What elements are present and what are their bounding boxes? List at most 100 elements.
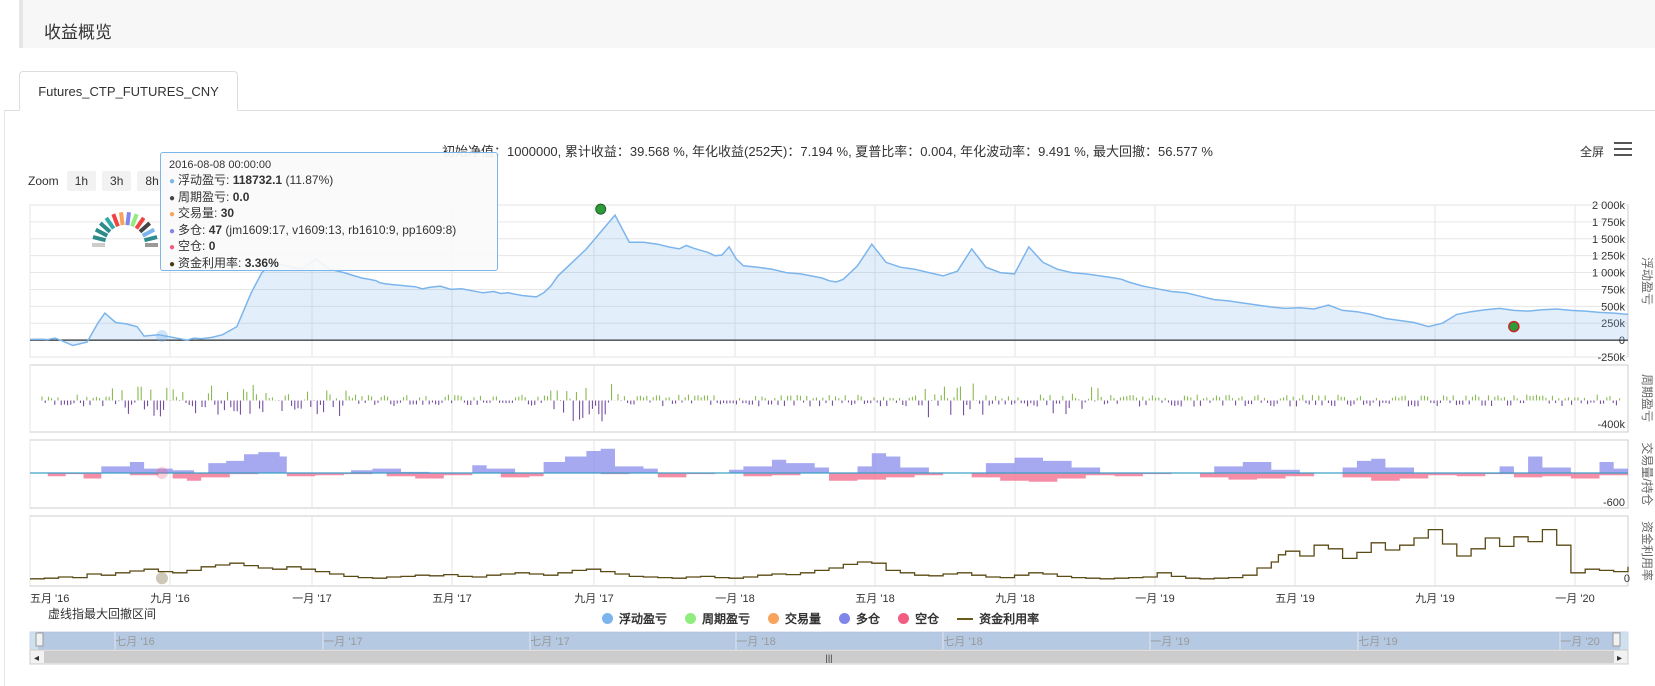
short-position-area — [30, 473, 1628, 482]
x-tick-label: 五月 '19 — [1275, 593, 1314, 605]
legend-dot-icon — [768, 613, 780, 624]
y-tick-label: 0 — [1624, 573, 1630, 585]
navigator-tick-label: 七月 '17 — [530, 635, 569, 648]
navigator-tick-label: 七月 '19 — [1358, 635, 1397, 648]
legend-dot-icon — [839, 613, 851, 624]
x-tick-label: 五月 '17 — [432, 593, 471, 605]
navigator-tick-label: 一月 '18 — [736, 636, 775, 648]
axis-title: 资金利用率 — [1640, 521, 1655, 581]
tooltip-row: ● 空仓: 0 — [169, 239, 489, 256]
tooltip-label: 周期盈亏: — [178, 189, 233, 204]
gauge-icon — [143, 235, 158, 243]
zoom-3h-button[interactable]: 3h — [102, 171, 132, 191]
tooltip-extra: (jm1609:17, v1609:13, rb1610:9, pp1609:8… — [222, 222, 457, 237]
legend-dot-icon — [602, 613, 613, 624]
scroll-right-icon: ▸ — [1617, 653, 1622, 664]
gauge-icon — [125, 211, 131, 226]
legend-label: 周期盈亏 — [702, 612, 751, 626]
legend-item[interactable]: 交易量 — [768, 610, 821, 627]
tooltip-row: ● 多仓: 47 (jm1609:17, v1609:13, rb1610:9, … — [169, 223, 489, 240]
tooltip-bullet-icon: ● — [169, 258, 176, 270]
zoom-control: Zoom 1h 3h 8h — [28, 171, 173, 191]
long-position-area — [30, 448, 1628, 473]
y-tick-label: 2 000k — [1592, 200, 1626, 212]
legend-line-icon — [957, 617, 974, 620]
legend-label: 浮动盈亏 — [619, 612, 668, 626]
x-tick-label: 九月 '16 — [150, 592, 189, 605]
tooltip-value: 3.36% — [244, 255, 279, 270]
y-tick-label: -600 — [1603, 497, 1625, 509]
y-tick-label: 1 000k — [1592, 268, 1626, 280]
y-tick-label: 250k — [1601, 318, 1625, 330]
tooltip-bullet-icon: ● — [169, 242, 176, 254]
legend-item[interactable]: 资金利用率 — [957, 610, 1039, 627]
tooltip-row: ● 资金利用率: 3.36% — [169, 256, 489, 273]
section-header — [19, 0, 1655, 48]
tooltip-row: ● 浮动盈亏: 118732.1 (11.87%) — [169, 173, 489, 190]
tooltip-value: 0.0 — [232, 189, 250, 204]
navigator-right-handle — [1612, 632, 1621, 647]
navigator-tick-label: 七月 '16 — [115, 635, 154, 648]
tooltip-value: 0 — [208, 239, 216, 254]
x-tick-label: 一月 '17 — [292, 593, 331, 605]
x-tick-label: 五月 '18 — [855, 593, 894, 605]
chart-tooltip: 2016-08-08 00:00:00 ● 浮动盈亏: 118732.1 (11.… — [160, 152, 498, 271]
tooltip-value: 47 — [208, 222, 223, 237]
hamburger-menu-icon[interactable] — [1614, 142, 1632, 156]
legend-label: 资金利用率 — [979, 612, 1040, 626]
x-tick-label: 五月 '16 — [30, 593, 69, 605]
tooltip-label: 交易量: — [178, 206, 221, 221]
tooltip-label: 资金利用率: — [178, 255, 245, 270]
scroll-left-icon: ◂ — [34, 653, 39, 664]
navigator-mask — [38, 632, 1620, 650]
tooltip-rows: ● 浮动盈亏: 118732.1 (11.87%) ● 周期盈亏: 0.0 ● 交易量: … — [169, 173, 489, 273]
legend-item[interactable]: 空仓 — [898, 610, 939, 627]
x-tick-label: 九月 '19 — [1415, 592, 1454, 605]
zoom-1h-button[interactable]: 1h — [66, 171, 97, 191]
zoom-label: Zoom — [28, 174, 59, 188]
scrollbar-grip-icon: ||| — [825, 653, 832, 663]
fullscreen-button[interactable]: 全屏 — [1580, 145, 1605, 159]
pane-frame — [29, 515, 1629, 587]
tooltip-extra: (11.87%) — [282, 173, 334, 187]
gauge-icon — [104, 216, 116, 230]
x-tick-label: 一月 '20 — [1555, 593, 1594, 605]
gauge-icon — [138, 221, 152, 234]
tooltip-label: 多仓: — [178, 222, 209, 237]
gauge-icon — [92, 235, 107, 243]
tooltip-label: 浮动盈亏: — [178, 173, 233, 187]
tooltip-value: 30 — [220, 206, 235, 221]
chart-legend: 浮动盈亏 周期盈亏 交易量 多仓 空仓 资金利用率 — [602, 610, 1057, 627]
y-tick-label: 500k — [1601, 301, 1625, 313]
tooltip-bullet-icon: ● — [169, 225, 176, 237]
hover-marker — [155, 330, 168, 343]
drawdown-note: 虚线指最大回撤区间 — [48, 607, 157, 621]
stats-summary: 初始净值：1000000, 累计收益：39.568 %, 年化收益(252天)：… — [442, 144, 1213, 159]
legend-item[interactable]: 浮动盈亏 — [602, 610, 667, 627]
x-tick-label: 九月 '18 — [995, 592, 1034, 605]
max-point-marker — [595, 203, 607, 215]
tab-futures-ctp[interactable]: Futures_CTP_FUTURES_CNY — [19, 71, 238, 111]
legend-label: 空仓 — [915, 612, 940, 626]
hover-marker — [155, 572, 168, 585]
tooltip-date: 2016-08-08 00:00:00 — [169, 159, 272, 171]
gauge-icon — [111, 213, 120, 228]
panel-border — [4, 110, 5, 686]
y-tick-label: 0 — [1619, 335, 1625, 347]
legend-label: 交易量 — [785, 612, 822, 626]
gauge-icon — [98, 221, 112, 234]
legend-item[interactable]: 周期盈亏 — [685, 610, 750, 627]
axis-title: 交易量/持仓 — [1640, 442, 1655, 505]
x-tick-label: 一月 '19 — [1135, 593, 1174, 605]
gauge-icon — [94, 227, 109, 238]
tooltip-label: 空仓: — [178, 239, 209, 254]
gauge-icon — [119, 211, 125, 226]
tooltip-bullet-icon: ● — [169, 176, 176, 187]
drawdown-end-marker — [1508, 320, 1520, 333]
y-tick-label: -400k — [1597, 419, 1625, 431]
legend-item[interactable]: 多仓 — [839, 610, 880, 627]
zoom-8h-button[interactable]: 8h — [137, 171, 167, 191]
utilization-line — [30, 528, 1629, 580]
gauge-icon — [141, 227, 156, 238]
